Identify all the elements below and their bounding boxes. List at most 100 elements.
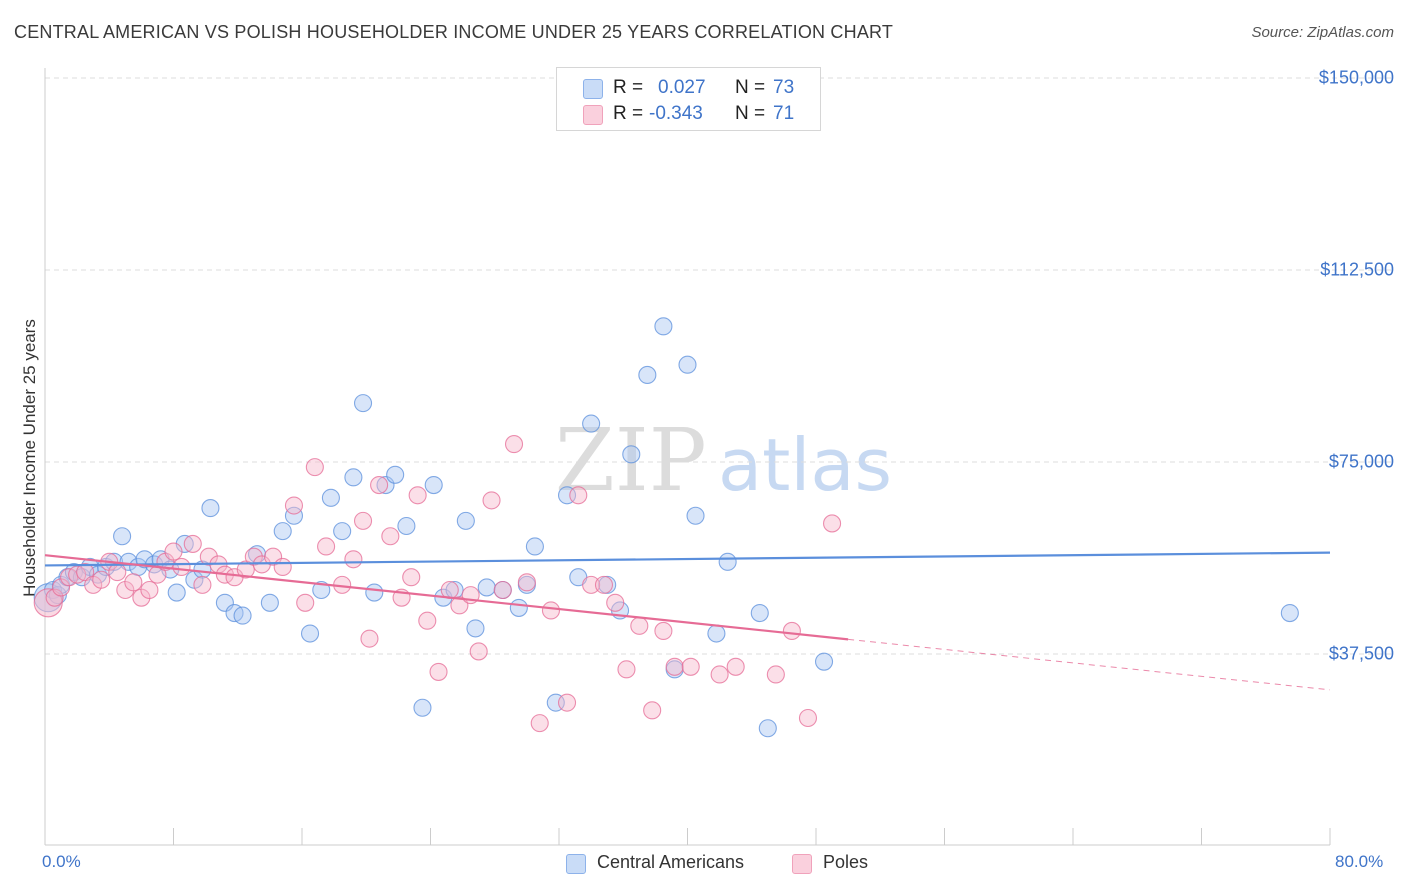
point-poles — [823, 514, 842, 533]
watermark-atlas: atlas — [718, 423, 892, 507]
point-poles — [469, 642, 488, 661]
legend-n-label: N = — [735, 77, 766, 98]
point-poles — [557, 693, 577, 712]
chart-title: CENTRAL AMERICAN VS POLISH HOUSEHOLDER I… — [14, 22, 894, 42]
legend-label: Poles — [823, 852, 869, 872]
point-poles — [493, 580, 512, 600]
point-poles — [183, 534, 202, 553]
point-poles — [517, 573, 536, 592]
point-central-americans — [686, 506, 705, 525]
point-poles — [617, 660, 636, 679]
point-central-americans — [273, 522, 292, 541]
legend-swatch-pink — [792, 854, 812, 874]
point-poles — [124, 573, 143, 592]
point-poles — [164, 542, 183, 561]
point-poles — [317, 537, 336, 556]
point-poles — [353, 511, 373, 530]
point-central-americans — [509, 598, 528, 617]
legend-label: Central Americans — [597, 852, 745, 872]
legend-swatch-pink — [583, 105, 603, 125]
y-tick-label: $150,000 — [1318, 67, 1394, 88]
trend-line-poles-extension — [848, 638, 1331, 691]
point-poles — [630, 616, 649, 635]
point-poles — [370, 475, 389, 495]
point-poles — [273, 557, 292, 577]
point-central-americans — [622, 445, 641, 464]
point-poles — [344, 550, 363, 569]
point-poles — [782, 621, 801, 641]
point-central-americans — [397, 516, 416, 536]
point-poles — [569, 486, 588, 505]
point-poles — [766, 665, 785, 684]
trend-line-poles — [44, 554, 849, 641]
point-central-americans — [312, 580, 331, 600]
point-poles — [594, 575, 614, 594]
point-central-americans — [201, 499, 220, 518]
point-poles — [305, 458, 324, 477]
point-central-americans — [233, 606, 252, 625]
legend-r-value: -0.343 — [649, 103, 703, 124]
point-central-americans — [525, 537, 544, 556]
point-poles — [530, 714, 549, 733]
watermark-zip: ZIP — [555, 411, 707, 511]
y-tick-label: $75,000 — [1328, 451, 1394, 472]
point-poles — [172, 557, 191, 577]
point-central-americans — [750, 603, 769, 623]
point-central-americans — [718, 552, 737, 571]
legend-swatch-blue — [566, 854, 586, 874]
source-credit: Source: ZipAtlas.com — [1251, 24, 1394, 41]
point-central-americans — [260, 593, 279, 612]
point-poles — [284, 496, 304, 515]
point-poles — [504, 435, 524, 454]
point-poles — [798, 708, 818, 728]
legend-n-label: N = — [735, 103, 766, 124]
point-central-americans — [1280, 603, 1299, 623]
legend-n-value: 73 — [773, 77, 795, 98]
point-poles — [665, 657, 684, 676]
point-central-americans — [113, 527, 132, 546]
point-poles — [726, 657, 745, 676]
point-central-americans — [386, 465, 405, 484]
x-tick-max: 80.0% — [1335, 852, 1384, 871]
legend-r-label: R = — [613, 77, 644, 98]
point-poles — [408, 486, 427, 505]
point-central-americans — [333, 522, 352, 541]
point-poles — [482, 491, 501, 510]
correlation-legend: R = 0.027 N = 73 R = -0.343 N = 71 — [556, 67, 821, 131]
point-central-americans — [284, 506, 304, 525]
legend-n-value: 71 — [773, 103, 795, 124]
point-poles — [710, 665, 729, 684]
point-central-americans — [365, 583, 384, 602]
legend-swatch-blue — [583, 79, 603, 99]
point-poles — [606, 593, 625, 612]
point-central-americans — [638, 365, 657, 385]
point-poles — [381, 527, 400, 546]
point-central-americans — [424, 475, 443, 495]
point-poles — [582, 575, 601, 594]
trend-line-central-americans — [44, 551, 1331, 567]
point-central-americans — [456, 511, 475, 530]
point-poles — [541, 601, 561, 620]
point-poles — [402, 568, 421, 587]
point-central-americans — [353, 394, 373, 413]
point-central-americans — [167, 583, 186, 602]
point-central-americans — [321, 488, 340, 507]
point-poles — [45, 588, 64, 607]
point-central-americans — [477, 578, 496, 597]
point-central-americans — [654, 317, 673, 336]
point-poles — [140, 580, 159, 600]
point-poles — [643, 701, 662, 720]
point-poles — [92, 570, 111, 589]
point-poles — [108, 563, 127, 582]
point-central-americans — [413, 698, 432, 717]
point-poles — [429, 662, 448, 681]
point-poles — [236, 560, 255, 579]
point-poles — [193, 575, 212, 594]
point-poles — [76, 563, 95, 582]
point-central-americans — [344, 468, 363, 487]
point-poles — [418, 611, 437, 630]
point-central-americans — [814, 652, 834, 671]
y-tick-label: $37,500 — [1328, 643, 1394, 664]
legend-r-label: R = — [613, 103, 644, 124]
point-central-americans — [466, 619, 485, 638]
